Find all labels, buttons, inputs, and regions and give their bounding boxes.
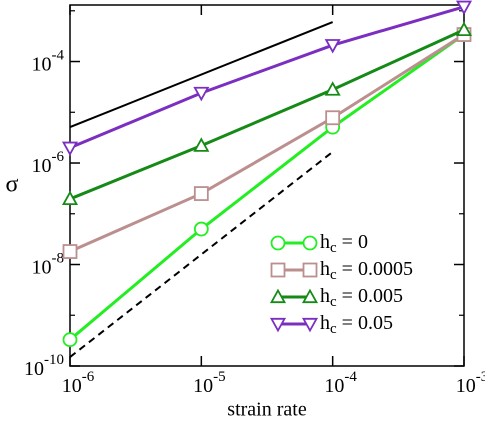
legend-label: hc = 0.05: [320, 312, 393, 338]
y-axis-label: σ: [6, 172, 19, 198]
marker: [301, 288, 319, 304]
marker: [193, 186, 209, 201]
series-line: [69, 5, 465, 150]
marker: [455, 21, 473, 37]
reference-line: [69, 151, 334, 358]
marker: [62, 332, 78, 348]
y-tick-label: 10-4: [32, 48, 65, 75]
x-tick-label: 10-6: [62, 369, 95, 396]
x-tick-label: 10-4: [324, 369, 357, 396]
marker: [325, 110, 341, 126]
marker: [62, 244, 78, 259]
marker: [324, 39, 341, 54]
x-tick-label: 10-5: [193, 369, 226, 396]
series-line: [69, 33, 465, 341]
x-axis-label: strain rate: [227, 399, 307, 421]
reference-line: [69, 21, 334, 129]
marker: [270, 235, 286, 251]
marker: [324, 81, 341, 96]
marker: [301, 317, 319, 333]
y-tick-label: 10-10: [24, 352, 64, 379]
legend-label: hc = 0: [320, 231, 368, 257]
y-tick-label: 10-6: [32, 149, 65, 176]
marker: [270, 262, 286, 278]
x-tick-label: 10-3: [456, 369, 485, 396]
marker: [302, 262, 318, 278]
marker: [455, 0, 473, 16]
y-tick-label: 10-8: [32, 251, 65, 278]
legend-label: hc = 0.005: [320, 285, 403, 311]
marker: [193, 86, 210, 102]
series-line: [69, 33, 465, 253]
marker: [61, 190, 79, 206]
plot-frame: [69, 4, 465, 367]
marker: [269, 288, 287, 304]
legend-label: hc = 0.0005: [320, 258, 413, 284]
marker: [193, 221, 209, 237]
marker: [61, 141, 79, 157]
series-line: [69, 28, 465, 201]
marker: [302, 235, 318, 251]
marker: [193, 137, 210, 152]
marker: [269, 317, 287, 333]
